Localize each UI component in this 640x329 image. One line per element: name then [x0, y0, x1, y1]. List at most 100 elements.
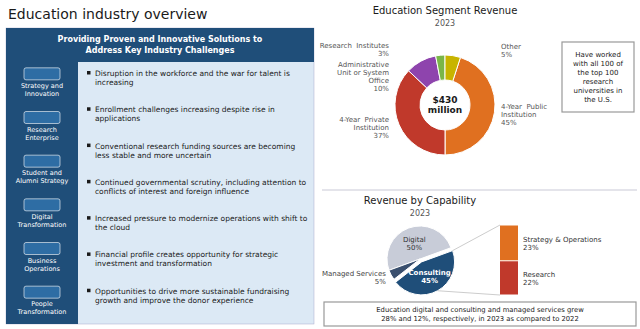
data-label: 37% — [373, 132, 389, 140]
panel-header — [6, 28, 314, 62]
bullet-text-line: Opportunities to drive more sustainable … — [95, 287, 289, 296]
annotation-text-line: research — [583, 78, 613, 86]
connector — [453, 225, 500, 251]
bullet-text: Enrollment challenges increasing despite… — [95, 105, 275, 123]
slice-category-line: 4-Year Private — [339, 116, 389, 124]
sidebar — [6, 62, 78, 324]
data-label: 3% — [378, 50, 389, 58]
sidebar-label-line: Digital — [31, 213, 52, 221]
connector — [438, 291, 500, 295]
sidebar-label-line: Transformation — [17, 308, 67, 316]
slice-category-line: Institution — [354, 124, 389, 132]
bullet-text-line: Continued governmental scrutiny, includi… — [95, 178, 307, 187]
breakdown-bar — [500, 261, 518, 294]
pie-slice — [396, 251, 455, 295]
bullet-text-line: Conventional research funding sources ar… — [95, 142, 295, 151]
footer-box — [324, 302, 636, 326]
center-text: $430million — [428, 95, 462, 115]
chart-title: Revenue by Capability — [364, 195, 476, 206]
slice-category-line: Institution — [501, 111, 536, 119]
donut-slice — [436, 55, 445, 80]
sidebar-label-line: Operations — [24, 265, 60, 273]
bullet-text-line: applications — [95, 114, 140, 123]
sidebar-label-line: Business — [28, 257, 57, 265]
sidebar-icon — [24, 286, 60, 298]
bullet-text-line: Financial profile creates opportunity fo… — [95, 250, 278, 259]
annotation-text-line: the U.S. — [584, 96, 612, 104]
slice-category: Other — [501, 43, 521, 51]
chart-title: Education Segment Revenue — [373, 5, 518, 16]
slice-category: 4-Year PublicInstitution — [501, 103, 547, 119]
sidebar-label-line: Enterprise — [25, 134, 58, 142]
slice-category-line: 4-Year Public — [501, 103, 547, 111]
sidebar-label-line: People — [31, 300, 53, 308]
annotation-text: Have workedwith all 100 ofthe top 100res… — [573, 51, 623, 104]
bullet-text: Disruption in the workforce and the war … — [95, 69, 290, 87]
data-label: 45% — [501, 119, 517, 127]
slice-category-line: Unit or System — [337, 69, 389, 77]
breakdown-bars — [500, 226, 518, 295]
bullet-marker — [87, 216, 91, 220]
bullet-text-line: less stable and more uncertain — [95, 151, 211, 160]
sidebar-icon — [24, 112, 60, 124]
bullet-marker — [87, 144, 91, 148]
data-label: 50% — [407, 244, 423, 252]
sidebar-label-line: Strategy and — [21, 82, 63, 90]
data-label: 5% — [375, 278, 386, 286]
header-text: Providing Proven and Innovative Solution… — [58, 35, 263, 44]
bullet-marker — [87, 107, 91, 111]
breakdown-category: Strategy & Operations — [523, 236, 602, 244]
bullet-text-line: Increased pressure to modernize operatio… — [95, 214, 308, 223]
bullet-text-line: growth and improve the donor experience — [95, 296, 254, 305]
bullet-text: Opportunities to drive more sustainable … — [95, 287, 289, 305]
donut-chart: Education Segment Revenue 2023 $430million… — [320, 5, 634, 155]
center-text-line: $430 — [432, 95, 457, 105]
center-text-line: million — [428, 105, 462, 115]
header-text: Address Key Industry Challenges — [86, 46, 235, 55]
slice-category: Consulting — [408, 269, 450, 277]
donut-slice — [409, 56, 441, 88]
slice-category-line: Research Institutes — [320, 42, 390, 50]
bullet-text-line: investment and transformation — [95, 259, 212, 268]
breakdown-label: 22% — [523, 279, 539, 287]
canvas: Education industry overview Providing Pro… — [0, 0, 640, 329]
data-label: 45% — [421, 277, 438, 285]
annotation-text-line: with all 100 of — [573, 60, 623, 68]
sidebar-label-line: Innovation — [25, 90, 59, 98]
breakdown-category: Research — [523, 271, 555, 279]
sidebar-label: ResearchEnterprise — [25, 126, 58, 142]
chart-subtitle: 2023 — [435, 19, 455, 28]
bullet-marker — [87, 252, 91, 256]
pie-slices — [387, 226, 455, 295]
slice-category: Digital — [403, 236, 426, 244]
sidebar-label-line: Alumni Strategy — [16, 177, 69, 185]
sidebar-icon — [24, 68, 60, 80]
bullet-text: Conventional research funding sources ar… — [95, 142, 295, 160]
annotation-box — [562, 42, 634, 112]
donut-slice — [445, 55, 460, 81]
page-title: Education industry overview — [8, 6, 207, 22]
bullet-text: Continued governmental scrutiny, includi… — [95, 178, 307, 196]
breakdown-bar — [500, 226, 518, 261]
sidebar-icon — [24, 155, 60, 167]
annotation-text-line: universities in — [574, 87, 623, 95]
slice-category: Managed Services — [322, 270, 386, 278]
bullet-text: Financial profile creates opportunity fo… — [95, 250, 278, 268]
breakdown-label: 23% — [523, 244, 539, 252]
sidebar-label: BusinessOperations — [24, 257, 60, 273]
sidebar-label-line: Research — [27, 126, 57, 134]
bullet-text-line: the cloud — [95, 223, 130, 232]
slice-category: 4-Year PrivateInstitution — [339, 116, 389, 132]
left-panel: Providing Proven and Innovative Solution… — [6, 28, 314, 324]
sidebar-icon — [24, 243, 60, 255]
annotation-text-line: the top 100 — [578, 69, 619, 77]
footer-text: Education digital and consulting and man… — [376, 306, 584, 323]
divider — [322, 190, 637, 191]
panel-background — [6, 28, 314, 324]
data-label: 5% — [501, 51, 512, 59]
sidebar-label: DigitalTransformation — [17, 213, 67, 229]
bullet-text-line: Disruption in the workforce and the war … — [95, 69, 290, 78]
bullet-text-line: conflicts of interest and foreign influe… — [95, 187, 249, 196]
slice-category-line: Other — [501, 43, 521, 51]
sidebar-label-line: Student and — [22, 169, 62, 177]
